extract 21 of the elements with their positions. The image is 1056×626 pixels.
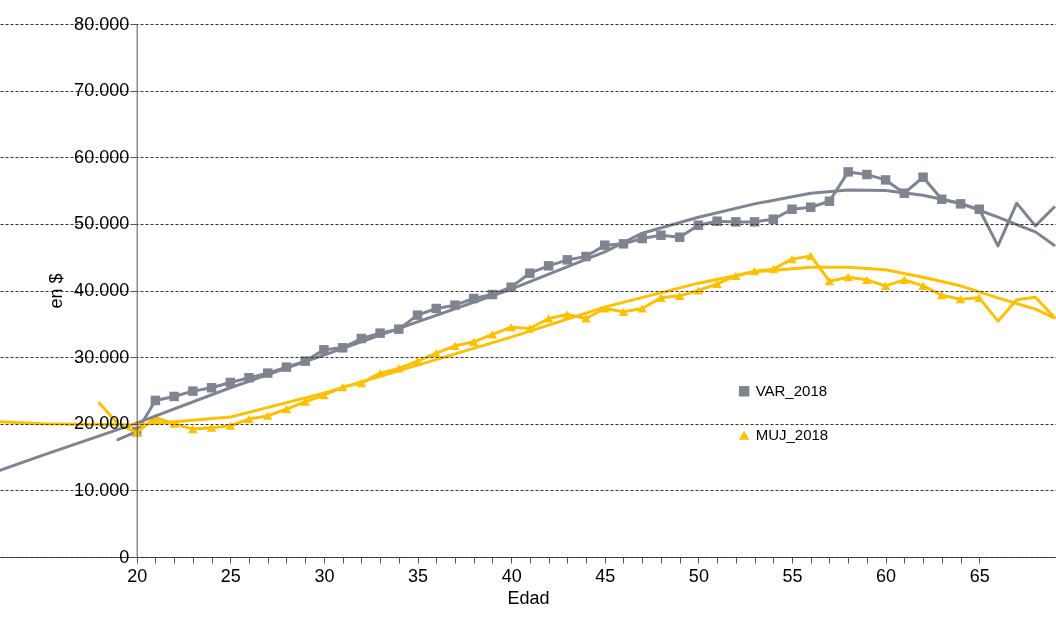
y-tick-label: 60.000	[74, 146, 130, 167]
x-tick-label: 60	[876, 565, 897, 586]
legend-label: VAR_2018	[755, 382, 828, 400]
x-tick-label: 45	[595, 565, 616, 586]
y-axis-title: en $	[46, 273, 67, 309]
x-axis-title: Edad	[507, 587, 550, 608]
x-tick-label: 50	[688, 565, 709, 586]
x-tick-label: 35	[408, 565, 429, 586]
y-tick-label: 10.000	[74, 479, 130, 500]
x-tick-label: 25	[220, 565, 241, 586]
y-tick-label: 30.000	[74, 346, 130, 367]
legend-label: MUJ_2018	[755, 426, 829, 444]
y-tick-label: 80.000	[74, 13, 130, 34]
y-tick-label: 70.000	[74, 80, 130, 101]
x-tick-label: 55	[782, 565, 803, 586]
x-tick-label: 40	[501, 565, 522, 586]
x-tick-label: 30	[314, 565, 335, 586]
x-tick-label: 20	[127, 565, 148, 586]
y-tick-label: 40.000	[74, 280, 130, 300]
x-tick-label: 65	[969, 565, 990, 586]
y-tick-label: 50.000	[74, 213, 130, 234]
